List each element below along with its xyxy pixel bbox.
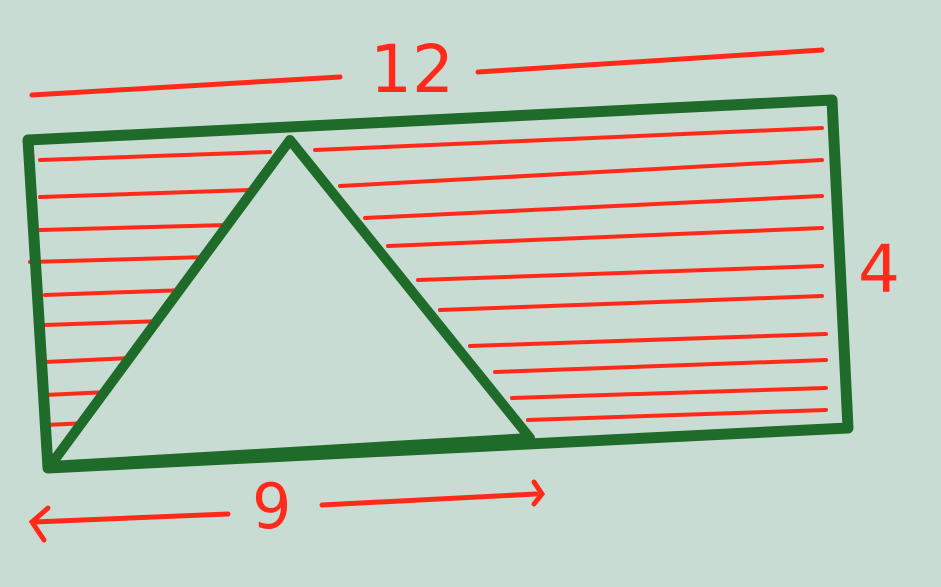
width-label: 12 — [370, 31, 454, 108]
base-dimension-line-left — [31, 511, 231, 525]
base-dimension-line-right — [319, 491, 539, 508]
base-label: 9 — [252, 470, 291, 543]
right-arrowhead-icon — [531, 479, 546, 507]
triangle-outline — [45, 135, 535, 471]
base-dimension — [28, 479, 546, 543]
hatch-line — [28, 255, 210, 264]
hatch-line — [468, 332, 828, 348]
hatch-line — [43, 319, 164, 327]
hatch-line — [363, 194, 824, 220]
hatch-line — [493, 358, 828, 374]
hatch-line — [38, 188, 252, 199]
hatch-line — [38, 223, 230, 232]
height-label: 4 — [858, 231, 900, 308]
hatch-line — [338, 158, 824, 188]
hatch-line — [510, 386, 828, 400]
rectangle-outline — [22, 94, 854, 474]
hatch-line — [526, 408, 828, 422]
hatch-line — [313, 126, 824, 152]
top-dimension-line-left — [29, 74, 343, 98]
hatch-line — [43, 288, 188, 297]
hatch-line — [43, 356, 132, 364]
hatch-line — [38, 150, 272, 162]
left-arrowhead-icon — [28, 505, 51, 543]
top-dimension-line-right — [475, 47, 825, 75]
hatch-line — [438, 294, 824, 312]
hatch-line — [43, 390, 110, 397]
hatch-line — [416, 264, 824, 282]
shaded-region-hatching — [28, 126, 828, 427]
hatch-line — [386, 226, 824, 248]
top-dimension — [29, 47, 825, 98]
